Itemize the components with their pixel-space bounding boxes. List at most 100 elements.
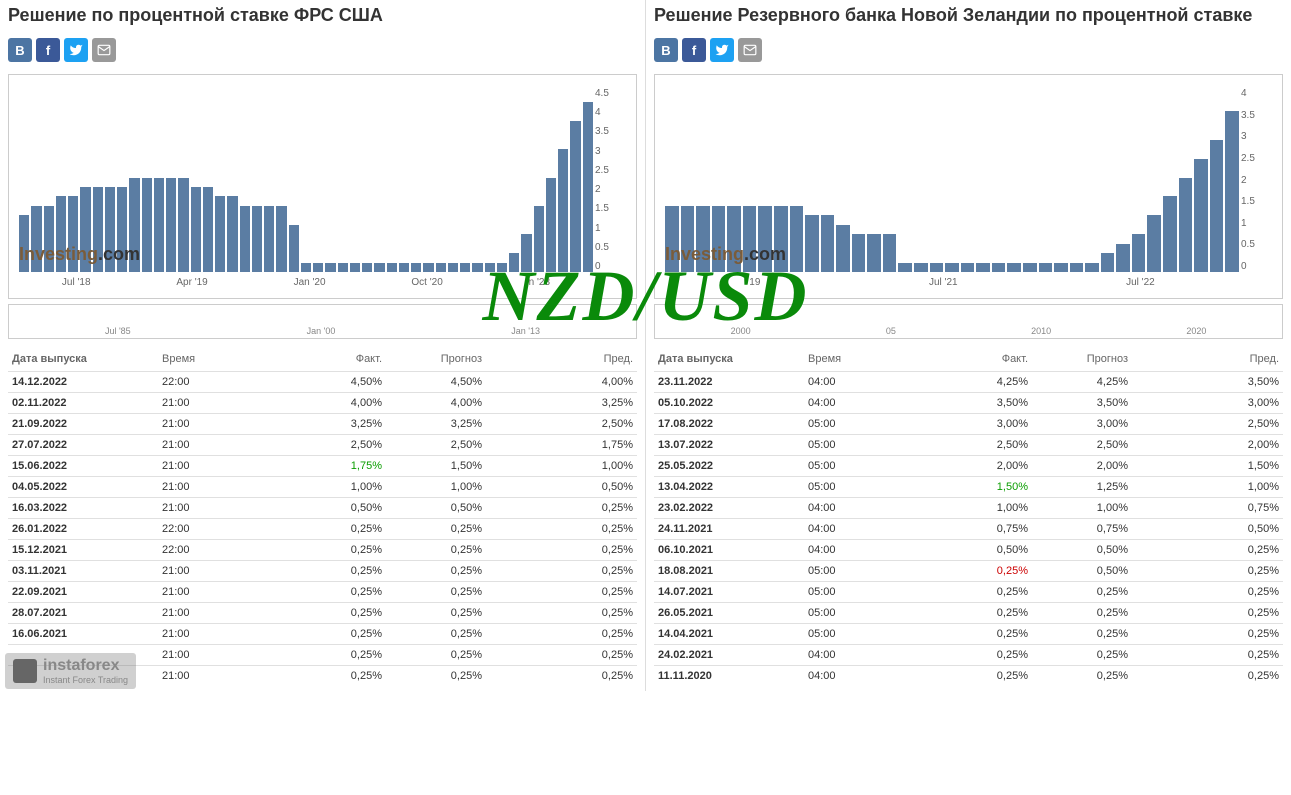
y-tick-label: 2.5 xyxy=(1241,153,1255,164)
table-row[interactable]: 24.11.202104:000,75%0,75%0,50% xyxy=(654,518,1283,539)
overlay-pair-label: NZD/USD xyxy=(482,255,808,338)
cell-date: 24.11.2021 xyxy=(658,523,808,535)
table-row[interactable]: 05.10.202204:003,50%3,50%3,00% xyxy=(654,392,1283,413)
table-row[interactable]: 15.12.202122:000,25%0,25%0,25% xyxy=(8,539,637,560)
table-row[interactable]: 11.11.202004:000,25%0,25%0,25% xyxy=(654,665,1283,686)
cell-forecast: 0,25% xyxy=(382,586,482,598)
table-row[interactable]: 17.08.202205:003,00%3,00%2,50% xyxy=(654,413,1283,434)
facebook-share-button[interactable]: f xyxy=(682,38,706,62)
email-share-button[interactable] xyxy=(738,38,762,62)
cell-date: 04.05.2022 xyxy=(12,481,162,493)
y-tick-label: 4.5 xyxy=(595,88,609,99)
cell-date: 28.07.2021 xyxy=(12,607,162,619)
twitter-share-button[interactable] xyxy=(710,38,734,62)
table-row[interactable]: 26.01.202222:000,25%0,25%0,25% xyxy=(8,518,637,539)
cell-time: 22:00 xyxy=(162,376,282,388)
vk-share-button[interactable]: B xyxy=(654,38,678,62)
chart-bar xyxy=(362,263,372,272)
cell-date: 11.11.2020 xyxy=(658,670,808,682)
cell-date: 23.02.2022 xyxy=(658,502,808,514)
cell-forecast: 4,00% xyxy=(382,397,482,409)
table-row[interactable]: 16.03.202221:000,50%0,50%0,25% xyxy=(8,497,637,518)
table-row[interactable]: 14.12.202222:004,50%4,50%4,00% xyxy=(8,371,637,392)
cell-prev: 1,00% xyxy=(1128,481,1279,493)
cell-time: 04:00 xyxy=(808,502,928,514)
chart-bar xyxy=(191,187,201,272)
table-row[interactable]: 14.07.202105:000,25%0,25%0,25% xyxy=(654,581,1283,602)
cell-time: 05:00 xyxy=(808,481,928,493)
cell-time: 22:00 xyxy=(162,523,282,535)
col-header-time: Время xyxy=(808,353,928,365)
two-column-container: Решение по процентной ставке ФРС США B f… xyxy=(0,0,1291,691)
chart-bar xyxy=(276,206,286,272)
table-row[interactable]: 25.05.202205:002,00%2,00%1,50% xyxy=(654,455,1283,476)
table-row[interactable]: 14.04.202105:000,25%0,25%0,25% xyxy=(654,623,1283,644)
table-row[interactable]: 13.07.202205:002,50%2,50%2,00% xyxy=(654,434,1283,455)
table-row[interactable]: 22.09.202121:000,25%0,25%0,25% xyxy=(8,581,637,602)
cell-forecast: 0,25% xyxy=(382,607,482,619)
chart-bar xyxy=(460,263,470,272)
cell-time: 21:00 xyxy=(162,670,282,682)
chart-bar xyxy=(472,263,482,272)
email-share-button[interactable] xyxy=(92,38,116,62)
table-row[interactable]: 23.02.202204:001,00%1,00%0,75% xyxy=(654,497,1283,518)
cell-time: 05:00 xyxy=(808,418,928,430)
table-row[interactable]: 24.02.202104:000,25%0,25%0,25% xyxy=(654,644,1283,665)
x-tick-label: Jul '21 xyxy=(929,277,958,288)
cell-date: 21.09.2022 xyxy=(12,418,162,430)
cell-time: 04:00 xyxy=(808,523,928,535)
cell-date: 14.04.2021 xyxy=(658,628,808,640)
mini-x-tick-label: 2020 xyxy=(1186,326,1206,336)
table-row[interactable]: 18.08.202105:000,25%0,50%0,25% xyxy=(654,560,1283,581)
chart-bar xyxy=(1116,244,1130,272)
cell-time: 05:00 xyxy=(808,565,928,577)
twitter-share-button[interactable] xyxy=(64,38,88,62)
table-row[interactable]: 26.05.202105:000,25%0,25%0,25% xyxy=(654,602,1283,623)
right-social-row: B f xyxy=(654,38,1283,62)
table-row[interactable]: 04.05.202221:001,00%1,00%0,50% xyxy=(8,476,637,497)
table-row[interactable]: 06.10.202104:000,50%0,50%0,25% xyxy=(654,539,1283,560)
table-row[interactable]: 15.06.202221:001,75%1,50%1,00% xyxy=(8,455,637,476)
cell-forecast: 0,25% xyxy=(382,670,482,682)
cell-forecast: 0,25% xyxy=(1028,586,1128,598)
chart-bar xyxy=(992,263,1006,272)
cell-date: 25.05.2022 xyxy=(658,460,808,472)
cell-forecast: 0,75% xyxy=(1028,523,1128,535)
y-tick-label: 2 xyxy=(595,184,601,195)
cell-fact: 0,50% xyxy=(282,502,382,514)
cell-forecast: 3,25% xyxy=(382,418,482,430)
cell-time: 04:00 xyxy=(808,670,928,682)
cell-prev: 4,00% xyxy=(482,376,633,388)
table-row[interactable]: 02.11.202221:004,00%4,00%3,25% xyxy=(8,392,637,413)
table-row[interactable]: 21.09.202221:003,25%3,25%2,50% xyxy=(8,413,637,434)
col-header-fact: Факт. xyxy=(928,353,1028,365)
table-row[interactable]: 23.11.202204:004,25%4,25%3,50% xyxy=(654,371,1283,392)
table-row[interactable]: 28.07.202121:000,25%0,25%0,25% xyxy=(8,602,637,623)
cell-fact: 1,00% xyxy=(928,502,1028,514)
chart-bar xyxy=(945,263,959,272)
chart-bar xyxy=(1023,263,1037,272)
chart-bar xyxy=(930,263,944,272)
cell-time: 21:00 xyxy=(162,586,282,598)
cell-forecast: 0,25% xyxy=(1028,649,1128,661)
cell-fact: 0,25% xyxy=(282,649,382,661)
chart-bar xyxy=(166,178,176,272)
cell-time: 21:00 xyxy=(162,607,282,619)
cell-forecast: 0,50% xyxy=(382,502,482,514)
facebook-share-button[interactable]: f xyxy=(36,38,60,62)
cell-fact: 0,25% xyxy=(282,565,382,577)
chart-bar xyxy=(215,196,225,272)
table-row[interactable]: 03.11.202121:000,25%0,25%0,25% xyxy=(8,560,637,581)
cell-fact: 3,25% xyxy=(282,418,382,430)
vk-share-button[interactable]: B xyxy=(8,38,32,62)
table-row[interactable]: 16.06.202121:000,25%0,25%0,25% xyxy=(8,623,637,644)
cell-prev: 1,00% xyxy=(482,460,633,472)
chart-bar xyxy=(313,263,323,272)
cell-prev: 0,50% xyxy=(1128,523,1279,535)
cell-fact: 1,75% xyxy=(282,460,382,472)
cell-forecast: 1,25% xyxy=(1028,481,1128,493)
cell-time: 21:00 xyxy=(162,397,282,409)
cell-prev: 2,00% xyxy=(1128,439,1279,451)
table-row[interactable]: 13.04.202205:001,50%1,25%1,00% xyxy=(654,476,1283,497)
table-row[interactable]: 27.07.202221:002,50%2,50%1,75% xyxy=(8,434,637,455)
